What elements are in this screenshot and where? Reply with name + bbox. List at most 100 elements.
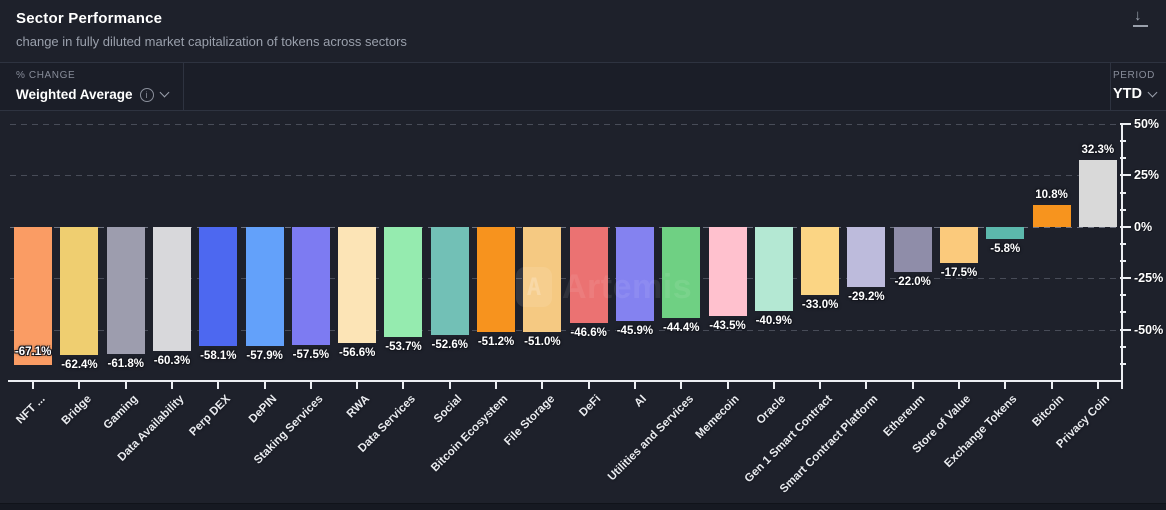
y-tick-label-25%: 25% [1134,168,1160,183]
category-label-gen-1-smart-contract: Gen 1 Smart Contract [742,393,835,486]
value-label-utilities-and-services: -44.4% [663,322,700,335]
value-label-memecoin: -43.5% [709,320,746,333]
page-subtitle: change in fully diluted market capitaliz… [16,34,407,49]
chevron-down-icon [1147,87,1158,97]
category-label-rwa: RWA [344,393,372,421]
value-label-gen-1-smart-contract: -33.0% [801,298,839,311]
value-label-social: -52.6% [431,338,468,351]
bar-data-services[interactable] [384,226,423,338]
bar-depin[interactable] [245,226,284,346]
x-tick [633,381,636,389]
x-tick [1096,381,1099,389]
bar-smart-contract-platform[interactable] [847,226,886,287]
download-button[interactable]: ↓ [1128,6,1154,32]
value-label-oracle: -40.9% [755,314,793,327]
y-minor-tick [1120,140,1126,143]
x-tick [448,381,451,389]
bar-bitcoin[interactable] [1032,204,1071,227]
y-axis-line [1121,124,1123,389]
value-label-nft: -67.1% [14,345,52,358]
value-label-bridge: -62.4% [61,359,98,372]
y-minor-tick [1120,242,1126,245]
controls-divider-left [183,63,184,110]
x-tick [217,381,220,389]
bar-file-storage[interactable] [523,226,562,332]
value-label-defi: -46.6% [570,326,607,339]
period-dropdown[interactable]: YTD [1113,86,1158,102]
bar-memecoin[interactable] [708,226,747,317]
x-tick [865,381,868,389]
download-icon-bar [1133,25,1148,27]
category-label-social: Social [431,393,465,426]
bar-perp-dex[interactable] [199,226,238,347]
value-label-bitcoin-ecosystem: -51.2% [477,336,515,349]
y-minor-tick [1120,311,1126,314]
y-minor-tick [1120,345,1126,348]
x-tick [819,381,822,389]
page-title: Sector Performance [16,10,163,27]
y-tick-label--50%: -50% [1134,322,1164,337]
gridline--50 [10,329,1121,331]
y-minor-tick [1120,260,1126,263]
category-label-bitcoin: Bitcoin [1029,393,1067,430]
x-tick [495,381,498,389]
x-tick [1004,381,1007,389]
controls-bar: % CHANGE Weighted Average i PERIOD YTD [0,62,1166,111]
category-label-ethereum: Ethereum [881,393,928,439]
bar-oracle[interactable] [754,226,793,311]
x-axis-line [8,380,1123,382]
value-label-ai: -45.9% [616,325,654,338]
x-tick [356,381,359,389]
bar-utilities-and-services[interactable] [662,226,701,319]
value-label-gaming: -61.8% [107,357,144,370]
metric-dropdown[interactable]: Weighted Average i [16,87,169,102]
bar-defi[interactable] [569,226,608,323]
x-tick [1050,381,1053,389]
category-label-depin: DePIN [246,393,280,426]
controls-divider-right [1110,63,1111,110]
period-value: YTD [1113,86,1142,102]
category-label-utilities-and-services: Utilities and Services [605,393,696,484]
bar-store-of-value[interactable] [939,226,978,263]
category-label-nft: NFT ... [14,393,48,427]
y-minor-tick [1120,362,1126,365]
gridline-25 [10,175,1121,177]
bar-ai[interactable] [615,226,654,322]
info-icon[interactable]: i [139,87,154,102]
value-label-smart-contract-platform: -29.2% [848,290,885,303]
category-label-memecoin: Memecoin [693,393,743,442]
bar-ethereum[interactable] [893,226,932,273]
chevron-down-icon [159,87,169,98]
value-label-exchange-tokens: -5.8% [990,242,1021,255]
value-label-ethereum: -22.0% [894,276,931,289]
x-tick [726,381,729,389]
bar-gen-1-smart-contract[interactable] [801,226,840,295]
x-tick [171,381,174,389]
bar-bridge[interactable] [60,226,99,356]
x-tick [587,381,590,389]
bar-privacy-coin[interactable] [1078,160,1117,227]
bar-data-availability[interactable] [153,226,192,351]
category-label-perp-dex: Perp DEX [187,393,233,439]
value-label-depin: -57.9% [246,349,283,362]
gridline-50 [10,124,1121,125]
y-major-tick [1120,225,1131,228]
bar-exchange-tokens[interactable] [986,226,1025,239]
metric-label: % CHANGE [16,70,76,81]
value-label-data-availability: -60.3% [153,354,191,367]
category-label-oracle: Oracle [754,393,789,427]
bar-staking-services[interactable] [291,226,330,346]
footer-strip [0,503,1166,510]
x-tick [263,381,266,389]
x-tick [772,381,775,389]
y-major-tick [1120,277,1131,280]
bar-bitcoin-ecosystem[interactable] [477,226,516,333]
bar-gaming[interactable] [106,226,145,354]
bar-social[interactable] [430,226,469,335]
x-tick [957,381,960,389]
y-major-tick [1120,328,1131,331]
y-tick-label-50%: 50% [1134,117,1160,131]
bar-nft[interactable] [14,226,53,365]
bar-rwa[interactable] [338,226,377,344]
